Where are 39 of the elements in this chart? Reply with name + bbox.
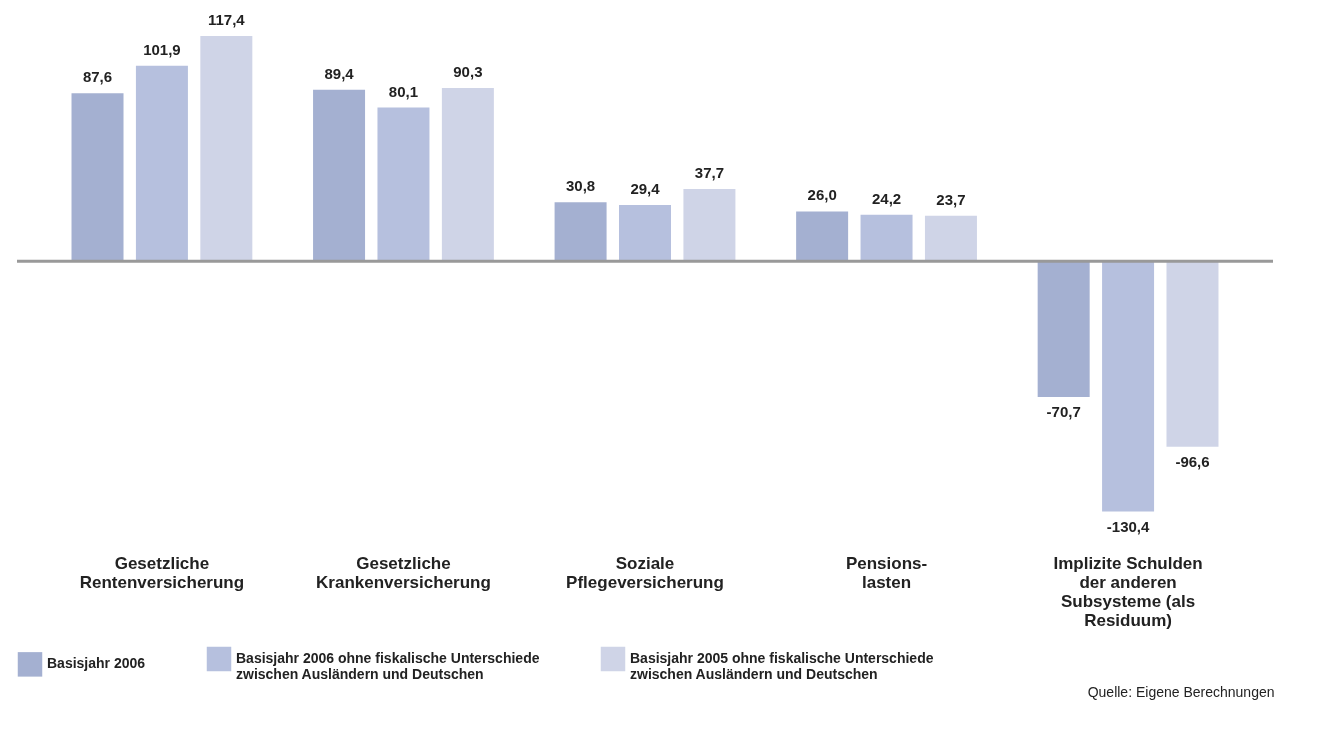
data-label: 24,2: [871, 189, 902, 207]
data-label: 117,4: [207, 10, 246, 28]
data-label: 87,6: [82, 68, 113, 86]
data-label: 90,3: [453, 63, 483, 80]
data-label: 80,1: [388, 82, 419, 100]
data-label: -130,4: [1106, 517, 1150, 535]
data-label: 26,0: [807, 186, 837, 204]
bar: [554, 202, 607, 262]
x-tick-label: Implizite Schulden der anderen Subsysteme (als Residuum): [1053, 553, 1203, 630]
x-tick-label: Gesetzliche Rentenversicherung: [79, 553, 245, 592]
legend-label: Basisjahr 2005 ohne fiskalische Unterschiede zwischen Ausländern und Deutschen: [630, 650, 934, 682]
bar: [796, 211, 849, 262]
bar: [1037, 261, 1090, 397]
bar: [377, 107, 430, 262]
bar: [1102, 261, 1155, 512]
x-tick-label: Gesetzliche Krankenversicherung: [316, 553, 491, 592]
bar: [200, 35, 253, 262]
x-tick-label: Soziale Pflegeversicherung: [566, 553, 724, 592]
data-label: 101,9: [143, 40, 181, 58]
bar: [924, 215, 977, 262]
data-label: 30,8: [565, 177, 596, 195]
bar: [441, 88, 494, 262]
data-label: 29,4: [630, 179, 661, 197]
bar: [619, 204, 671, 262]
bar: [71, 93, 124, 262]
legend-label: Basisjahr 2006: [47, 655, 146, 672]
bar: [313, 89, 366, 262]
data-label: 23,7: [936, 190, 966, 208]
data-label: -70,7: [1046, 403, 1081, 420]
data-label: 89,4: [324, 64, 355, 82]
bar: [1166, 261, 1219, 447]
x-tick-label: Pensions-lasten: [845, 553, 928, 592]
bar: [135, 65, 188, 262]
data-label: 37,7: [694, 163, 725, 181]
bar: [683, 188, 736, 262]
legend-label: Basisjahr 2006 ohne fiskalische Unterschiede zwischen Ausländern und Deutschen: [236, 650, 540, 682]
source-note: Quelle: Eigene Berechnungen: [1087, 684, 1275, 700]
data-label: -96,6: [1175, 452, 1210, 470]
bar: [860, 214, 913, 262]
